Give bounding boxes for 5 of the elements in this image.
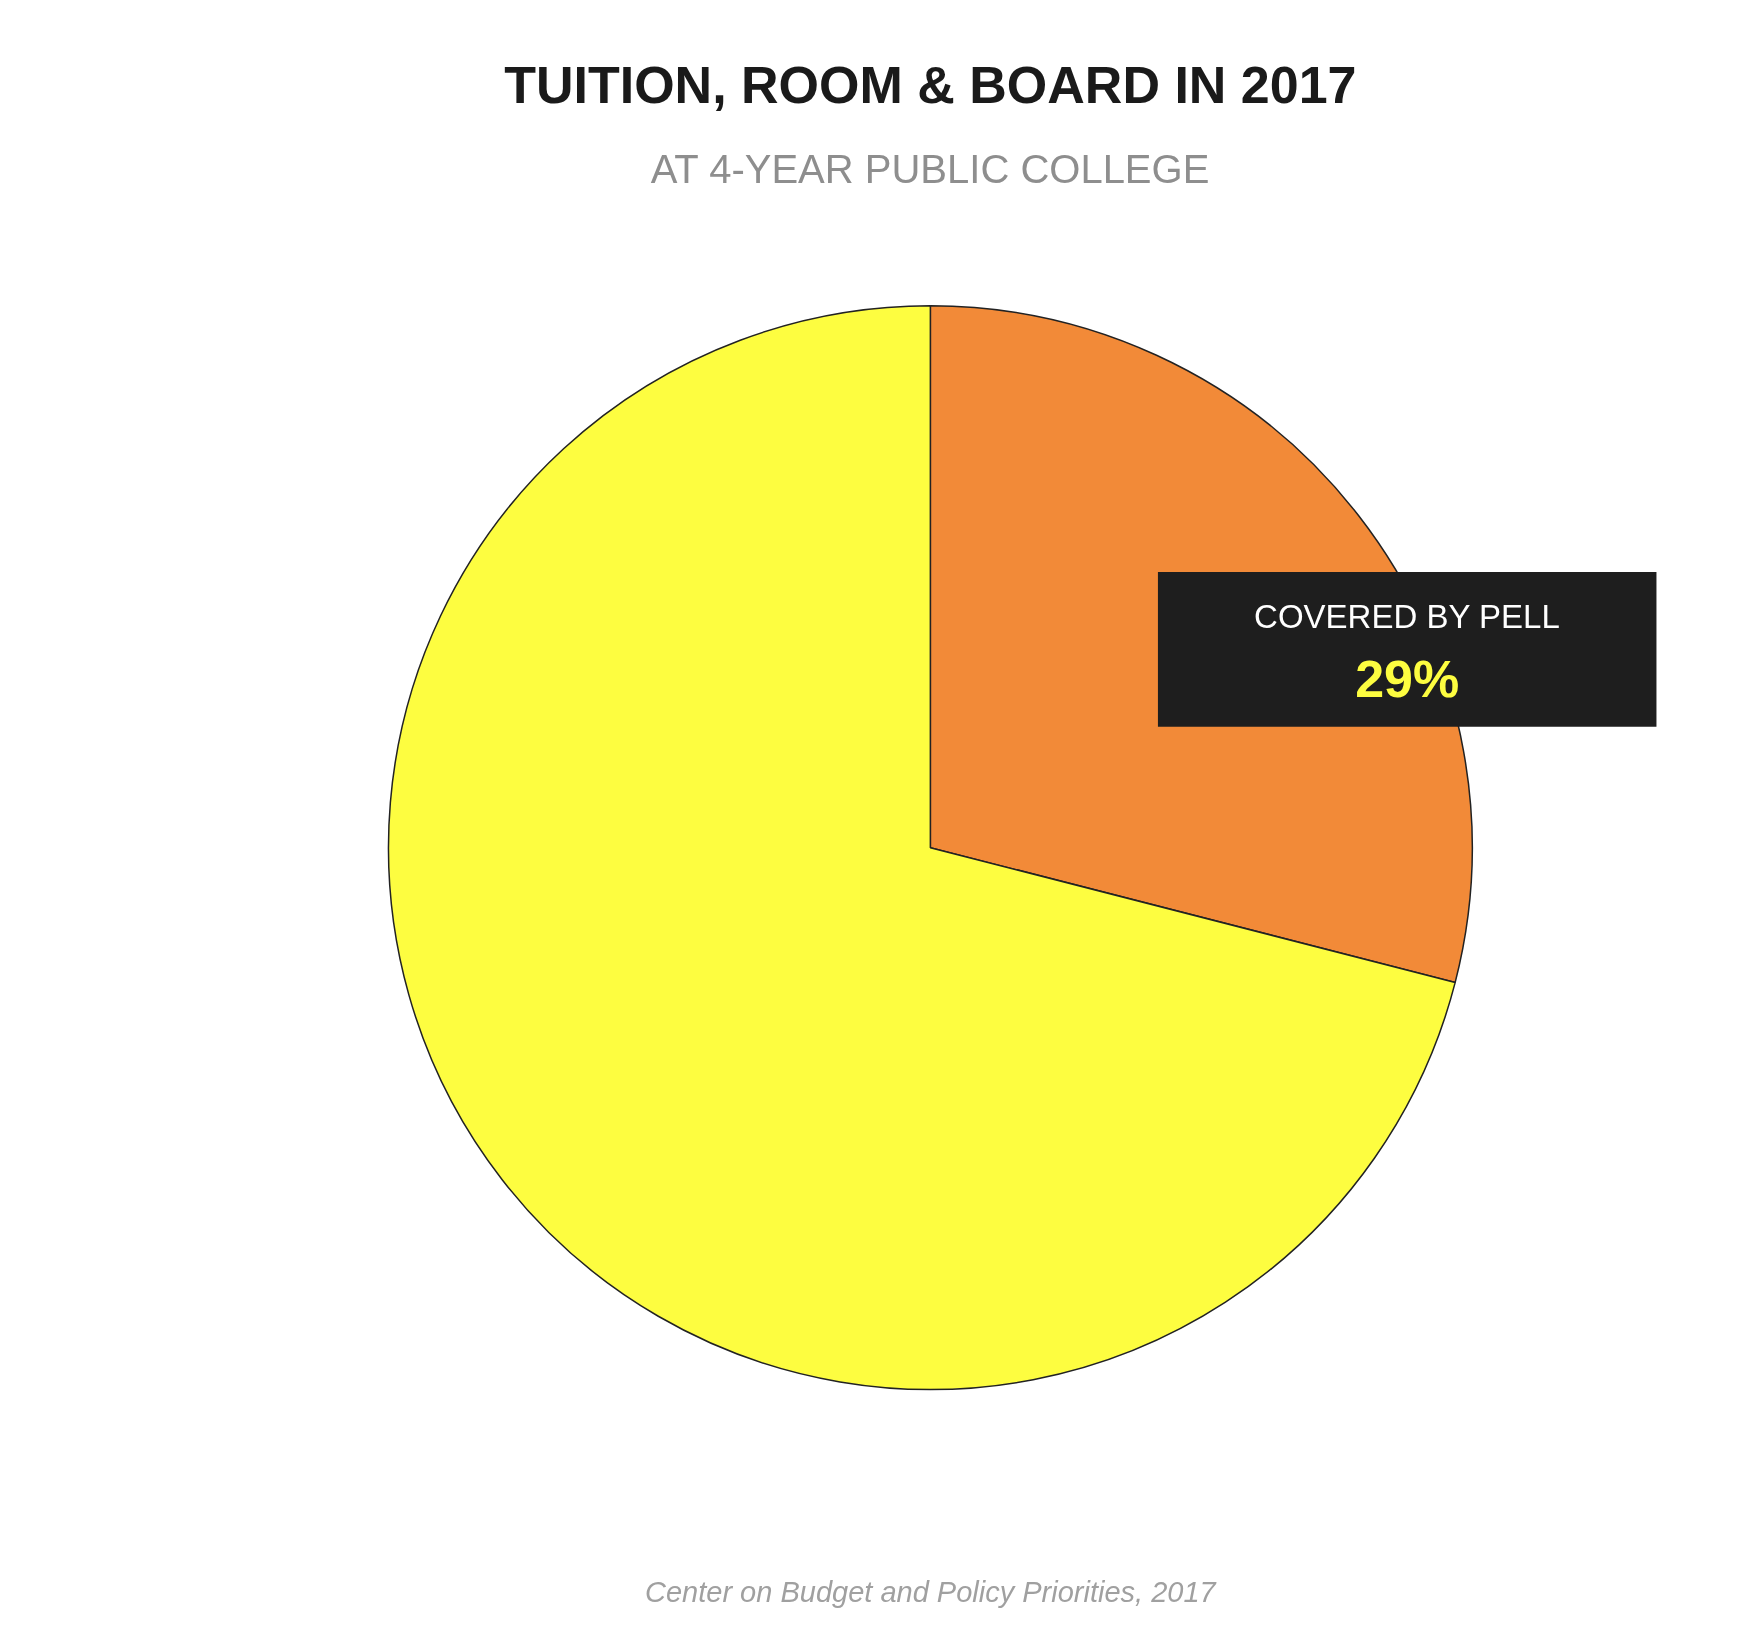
text: Center on Budget and Policy Priorities, 2017 (645, 1575, 1218, 1608)
slice-label: COVERED BY PELL (1254, 598, 1560, 636)
chart-title: TUITION, ROOM & BOARD IN 2017 (504, 55, 1357, 114)
data-label: 29% (1355, 650, 1460, 709)
chart-subtitle: AT 4-YEAR PUBLIC COLLEGE (650, 146, 1210, 191)
